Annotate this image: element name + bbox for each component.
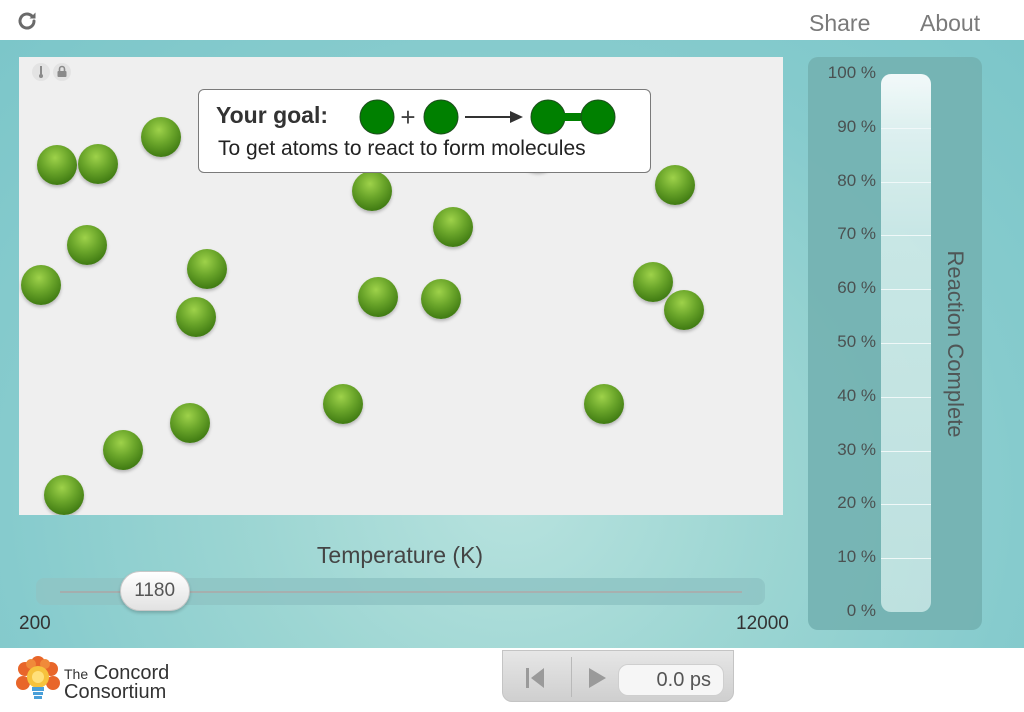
top-bar: Share About bbox=[0, 0, 1024, 40]
atom[interactable] bbox=[176, 297, 216, 337]
reaction-bar-tick-label: 10 % bbox=[837, 547, 876, 567]
reaction-bar-tick-label: 40 % bbox=[837, 385, 876, 405]
atom[interactable] bbox=[141, 117, 181, 157]
goal-description: To get atoms to react to form molecules bbox=[218, 137, 586, 160]
reaction-bar-tick-label: 100 % bbox=[827, 63, 876, 82]
reaction-bar-gridline bbox=[881, 450, 931, 452]
atom[interactable] bbox=[44, 475, 84, 515]
reaction-bar-tick-label: 20 % bbox=[837, 493, 876, 513]
atom[interactable] bbox=[323, 384, 363, 424]
atom[interactable] bbox=[187, 249, 227, 289]
about-link[interactable]: About bbox=[920, 10, 981, 36]
logo-text-line2: Consortium bbox=[64, 681, 167, 703]
reaction-bar-gridline bbox=[881, 396, 931, 398]
temperature-slider-line bbox=[60, 591, 742, 593]
main-area: Your goal: + To get atoms to react to fo… bbox=[0, 40, 1024, 648]
reaction-bar-gridline bbox=[881, 558, 931, 560]
logo-concord: Concord bbox=[93, 662, 170, 684]
temperature-min-label: 200 bbox=[19, 613, 51, 634]
atom[interactable] bbox=[584, 384, 624, 424]
atom[interactable] bbox=[421, 279, 461, 319]
goal-box: Your goal: + To get atoms to react to fo… bbox=[198, 89, 651, 173]
atom[interactable] bbox=[78, 144, 118, 184]
reaction-bar-tick-label: 90 % bbox=[837, 116, 876, 136]
atom[interactable] bbox=[170, 403, 210, 443]
reset-to-start-button[interactable] bbox=[523, 665, 547, 691]
reaction-bar-tick-label: 50 % bbox=[837, 332, 876, 351]
atom[interactable] bbox=[67, 225, 107, 265]
reaction-bar-gridline bbox=[881, 289, 931, 291]
playback-controls: 0.0 ps bbox=[502, 650, 734, 702]
atom[interactable] bbox=[358, 277, 398, 317]
reaction-bar-gridline bbox=[881, 181, 931, 183]
bottom-bar: The Concord Consortium 0.0 ps bbox=[0, 648, 1024, 712]
reaction-bar-gridline bbox=[881, 235, 931, 237]
atom[interactable] bbox=[103, 430, 143, 470]
thermometer-icon[interactable] bbox=[32, 63, 50, 81]
share-link[interactable]: Share bbox=[809, 10, 871, 36]
lock-icon[interactable] bbox=[53, 63, 71, 81]
atom[interactable] bbox=[352, 171, 392, 211]
reaction-bar-title: Reaction Complete bbox=[943, 250, 968, 438]
goal-atom-icon bbox=[423, 99, 459, 135]
reaction-bar-tick-label: 30 % bbox=[837, 439, 876, 459]
reaction-bar-tick-label: 60 % bbox=[837, 278, 876, 298]
goal-bond-icon bbox=[563, 113, 587, 121]
time-display: 0.0 ps bbox=[618, 664, 724, 696]
reload-icon[interactable] bbox=[15, 9, 39, 33]
goal-title: Your goal: bbox=[216, 102, 329, 128]
goal-atom-icon bbox=[359, 99, 395, 135]
temperature-max-label: 12000 bbox=[736, 613, 789, 634]
playback-divider bbox=[571, 657, 572, 697]
reaction-bar-tick-label: 80 % bbox=[837, 170, 876, 190]
goal-molecule-atom-icon bbox=[580, 99, 616, 135]
simulation-canvas[interactable]: Your goal: + To get atoms to react to fo… bbox=[19, 57, 783, 515]
reaction-bar-tick-label: 0 % bbox=[846, 601, 876, 620]
atom[interactable] bbox=[37, 145, 77, 185]
logo-the: The bbox=[64, 666, 89, 682]
reaction-bar-gridline bbox=[881, 343, 931, 344]
temperature-label: Temperature (K) bbox=[316, 542, 484, 568]
reaction-bar-gridline bbox=[881, 127, 931, 129]
sim-tools bbox=[32, 63, 71, 81]
goal-molecule-atom-icon bbox=[530, 99, 566, 135]
atom[interactable] bbox=[633, 262, 673, 302]
logo-text-line1: The Concord bbox=[64, 663, 169, 684]
reaction-bar-gridline bbox=[881, 504, 931, 506]
atom[interactable] bbox=[664, 290, 704, 330]
atom[interactable] bbox=[655, 165, 695, 205]
atom[interactable] bbox=[433, 207, 473, 247]
goal-plus-sign: + bbox=[400, 102, 415, 132]
atom[interactable] bbox=[21, 265, 61, 305]
reaction-complete-bar-graph: 100 % 90 % 80 % 70 % 60 % 50 % 40 % 30 % 20 % 10 … bbox=[808, 57, 982, 630]
play-button[interactable] bbox=[585, 665, 609, 691]
temperature-slider-handle[interactable]: 1180 bbox=[119, 571, 190, 611]
reaction-bar-tick-label: 70 % bbox=[837, 224, 876, 244]
goal-reaction-diagram: + bbox=[359, 99, 616, 135]
concord-logo[interactable]: The Concord Consortium bbox=[14, 653, 194, 705]
lightbulb-logo-icon bbox=[16, 656, 60, 699]
reaction-bar-tube bbox=[881, 74, 931, 612]
goal-arrow-head-icon bbox=[510, 111, 523, 123]
